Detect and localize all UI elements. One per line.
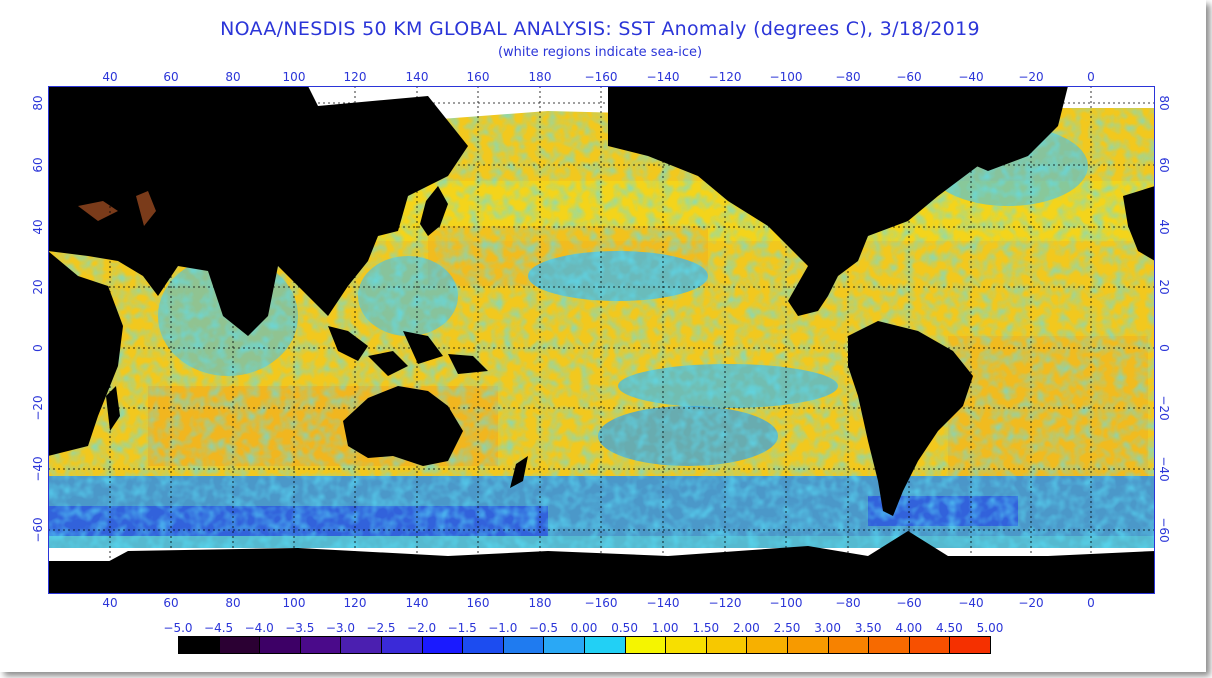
- longitude-tick-label: −100: [769, 596, 803, 610]
- latitude-tick-label: 20: [31, 279, 45, 295]
- longitude-tick-label: 180: [528, 596, 552, 610]
- longitude-tick-label: −60: [896, 596, 922, 610]
- latitude-tick-label: 0: [1157, 344, 1171, 352]
- colorbar-swatch: [543, 636, 585, 654]
- colorbar-label: −2.5: [366, 621, 396, 635]
- latitude-tick-label: 60: [31, 157, 45, 173]
- longitude-tick-label: −40: [958, 596, 984, 610]
- latitude-tick-label: −20: [31, 395, 45, 421]
- longitude-tick-label: 180: [528, 70, 552, 84]
- colorbar-swatch: [827, 636, 870, 654]
- longitude-tick-label: 140: [405, 596, 429, 610]
- colorbar-label: −4.5: [204, 621, 234, 635]
- longitude-tick-label: 160: [466, 70, 490, 84]
- colorbar-swatch: [218, 636, 261, 654]
- colorbar-swatch: [462, 636, 504, 654]
- colorbar-label: 3.50: [854, 621, 882, 635]
- colorbar-label: 2.50: [773, 621, 801, 635]
- colorbar-label: 3.00: [814, 621, 841, 635]
- colorbar-swatch: [624, 636, 667, 654]
- colorbar-swatch: [584, 636, 626, 654]
- longitude-tick-label: −140: [646, 596, 680, 610]
- latitude-tick-label: 80: [1157, 95, 1171, 111]
- colorbar-label: 0.00: [570, 621, 598, 635]
- colorbar-label: −2.0: [407, 621, 437, 635]
- latitude-tick-label: 20: [1157, 279, 1171, 295]
- longitude-tick-label: −120: [708, 596, 742, 610]
- colorbar-swatch: [299, 636, 342, 654]
- colorbar-label: −0.5: [528, 621, 558, 635]
- colorbar-swatch: [908, 636, 951, 654]
- colorbar-swatch: [259, 636, 301, 654]
- sst-anomaly-map: [48, 86, 1155, 594]
- longitude-tick-label: 140: [405, 70, 429, 84]
- colorbar-label: 1.00: [651, 621, 679, 635]
- latitude-tick-label: 60: [1157, 157, 1171, 173]
- longitude-tick-label: −80: [835, 596, 861, 610]
- colorbar-swatch: [868, 636, 910, 654]
- colorbar-label: −3.0: [325, 621, 355, 635]
- longitude-tick-label: −40: [958, 70, 984, 84]
- latitude-tick-label: −40: [1157, 456, 1171, 482]
- longitude-tick-label: 40: [102, 70, 118, 84]
- longitude-tick-label: 40: [102, 596, 118, 610]
- latitude-tick-label: −40: [31, 456, 45, 482]
- colorbar-label: −4.0: [244, 621, 274, 635]
- colorbar-swatch: [381, 636, 423, 654]
- longitude-tick-label: 160: [466, 596, 490, 610]
- longitude-tick-label: −160: [584, 596, 618, 610]
- page-title: NOAA/NESDIS 50 KM GLOBAL ANALYSIS: SST A…: [220, 18, 980, 40]
- longitude-tick-label: 60: [163, 596, 179, 610]
- latitude-tick-label: 0: [31, 344, 45, 352]
- colorbar-label: 1.50: [692, 621, 720, 635]
- latitude-tick-label: −20: [1157, 395, 1171, 421]
- longitude-tick-label: 80: [225, 596, 241, 610]
- colorbar-swatch: [949, 636, 991, 654]
- colorbar-swatch: [502, 636, 545, 654]
- colorbar-label: 5.00: [976, 621, 1004, 635]
- longitude-tick-label: −20: [1018, 596, 1044, 610]
- colorbar-label: 4.00: [895, 621, 923, 635]
- colorbar-label: −1.5: [447, 621, 477, 635]
- colorbar-swatch: [787, 636, 829, 654]
- longitude-tick-label: −100: [769, 70, 803, 84]
- colorbar-label: 2.00: [733, 621, 760, 635]
- latitude-tick-label: −60: [31, 517, 45, 543]
- longitude-tick-label: 100: [282, 596, 306, 610]
- latitude-tick-label: 40: [1157, 219, 1171, 235]
- longitude-tick-label: −140: [646, 70, 680, 84]
- longitude-tick-label: −120: [708, 70, 742, 84]
- longitude-tick-label: 60: [163, 70, 179, 84]
- colorbar-swatch: [746, 636, 788, 654]
- colorbar-swatch: [705, 636, 748, 654]
- colorbar-swatch: [665, 636, 707, 654]
- longitude-tick-label: 120: [343, 596, 367, 610]
- colorbar-label: −1.0: [488, 621, 518, 635]
- subtitle: (white regions indicate sea-ice): [497, 45, 703, 60]
- longitude-tick-label: −20: [1018, 70, 1044, 84]
- latitude-tick-label: 40: [31, 219, 45, 235]
- land: [48, 86, 1155, 594]
- colorbar-swatch: [421, 636, 464, 654]
- colorbar-label: 4.50: [936, 621, 963, 635]
- colorbar-label: 0.50: [611, 621, 638, 635]
- colorbar-swatch: [340, 636, 382, 654]
- longitude-tick-label: −60: [896, 70, 922, 84]
- colorbar-swatch: [178, 636, 220, 654]
- longitude-tick-label: 100: [282, 70, 306, 84]
- longitude-tick-label: 80: [225, 70, 241, 84]
- longitude-tick-label: −80: [835, 70, 861, 84]
- longitude-tick-label: −160: [584, 70, 618, 84]
- colorbar-label: −3.5: [285, 621, 315, 635]
- colorbar-label: −5.0: [163, 621, 193, 635]
- longitude-tick-label: 0: [1087, 596, 1095, 610]
- longitude-tick-label: 0: [1087, 70, 1095, 84]
- latitude-tick-label: 80: [31, 95, 45, 111]
- longitude-tick-label: 120: [343, 70, 367, 84]
- latitude-tick-label: −60: [1157, 517, 1171, 543]
